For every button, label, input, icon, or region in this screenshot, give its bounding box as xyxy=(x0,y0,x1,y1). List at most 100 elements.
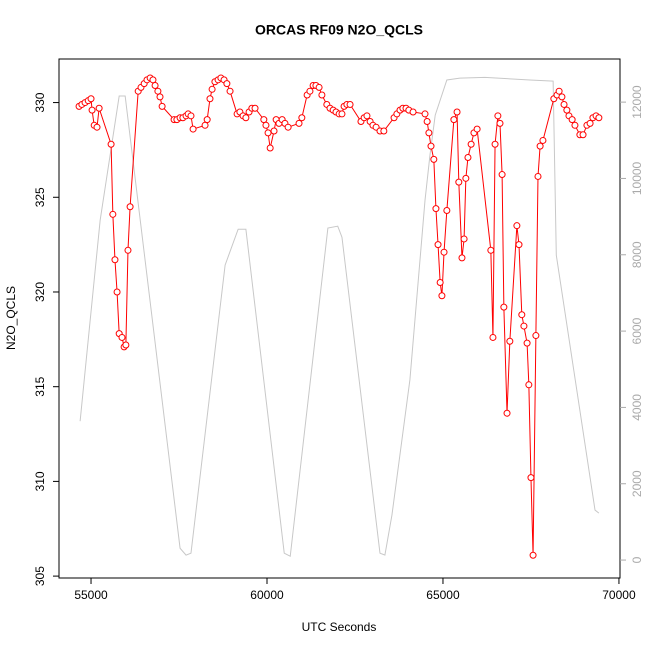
data-point xyxy=(111,256,119,264)
data-point xyxy=(568,116,576,124)
data-point xyxy=(306,87,314,95)
data-point xyxy=(318,91,326,99)
data-point xyxy=(223,80,231,88)
data-point xyxy=(536,142,544,150)
data-point xyxy=(284,123,292,131)
data-point xyxy=(450,116,458,124)
data-point xyxy=(532,332,540,340)
data-point xyxy=(453,108,461,116)
y2-tick-label: 8000 xyxy=(630,241,644,268)
y2-tick-label: 10000 xyxy=(630,161,644,195)
data-point xyxy=(443,207,451,215)
data-point xyxy=(242,114,250,122)
x-tick-label: 60000 xyxy=(250,588,284,602)
data-point xyxy=(491,140,499,148)
data-point xyxy=(487,246,495,254)
data-point xyxy=(380,127,388,135)
data-point xyxy=(203,116,211,124)
data-line xyxy=(79,76,600,558)
data-point xyxy=(432,205,440,213)
data-point xyxy=(467,140,475,148)
data-point xyxy=(560,100,568,108)
chart-title: ORCAS RF09 N2O_QCLS xyxy=(255,22,423,38)
data-point xyxy=(113,288,121,296)
data-point xyxy=(460,235,468,243)
plot-box xyxy=(58,58,621,579)
data-point xyxy=(201,121,209,129)
data-point xyxy=(558,93,566,101)
data-point xyxy=(539,136,547,144)
y-axis-label: N2O_QCLS xyxy=(4,286,18,350)
data-point xyxy=(462,174,470,182)
x-tick-label: 65000 xyxy=(426,588,460,602)
data-point xyxy=(270,127,278,135)
data-point xyxy=(109,210,117,218)
data-point xyxy=(226,87,234,95)
data-point xyxy=(88,106,96,114)
data-point xyxy=(434,241,442,249)
data-point xyxy=(149,76,157,84)
data-point xyxy=(423,118,431,126)
data-point xyxy=(156,93,164,101)
data-point xyxy=(95,104,103,112)
data-point xyxy=(515,241,523,249)
data-point xyxy=(494,112,502,120)
y-tick-label: 320 xyxy=(33,282,47,302)
data-point xyxy=(264,129,272,137)
data-point xyxy=(338,110,346,118)
data-point xyxy=(586,119,594,127)
y-tick-label: 330 xyxy=(33,92,47,112)
data-point xyxy=(498,171,506,179)
data-point xyxy=(525,381,533,389)
data-point xyxy=(503,409,511,417)
data-point xyxy=(534,172,542,180)
data-point xyxy=(496,119,504,127)
data-point xyxy=(118,333,126,341)
data-point xyxy=(346,100,354,108)
data-point xyxy=(571,121,579,129)
data-point xyxy=(555,87,563,95)
data-point xyxy=(427,142,435,150)
data-point xyxy=(260,116,268,124)
y2-tick-label: 4000 xyxy=(630,394,644,421)
y2-tick-label: 2000 xyxy=(630,470,644,497)
data-point xyxy=(409,108,417,116)
data-point xyxy=(266,144,274,152)
data-point xyxy=(489,333,497,341)
data-point xyxy=(579,131,587,139)
data-point xyxy=(529,551,537,559)
data-point xyxy=(430,155,438,163)
data-point xyxy=(295,119,303,127)
data-point xyxy=(122,341,130,349)
data-point xyxy=(527,474,535,482)
data-point xyxy=(458,254,466,262)
data-point xyxy=(473,125,481,133)
x-tick-label: 70000 xyxy=(602,588,636,602)
data-point xyxy=(436,279,444,287)
data-point xyxy=(438,292,446,300)
data-point xyxy=(87,95,95,103)
data-point xyxy=(500,303,508,311)
data-point xyxy=(251,104,259,112)
data-point xyxy=(595,114,603,122)
data-point xyxy=(107,140,115,148)
data-point xyxy=(513,222,521,230)
data-point xyxy=(206,95,214,103)
data-point xyxy=(126,203,134,211)
data-point xyxy=(298,114,306,122)
y-tick-label: 315 xyxy=(33,376,47,396)
y2-tick-label: 6000 xyxy=(630,317,644,344)
y-tick-label: 325 xyxy=(33,187,47,207)
data-point xyxy=(187,112,195,120)
x-axis-label: UTC Seconds xyxy=(302,620,377,634)
data-point xyxy=(518,311,526,319)
data-point xyxy=(455,178,463,186)
x-tick-label: 55000 xyxy=(74,588,108,602)
data-point xyxy=(440,248,448,256)
data-point xyxy=(506,337,514,345)
data-point xyxy=(425,129,433,137)
y2-tick-label: 12000 xyxy=(630,85,644,119)
data-point xyxy=(520,322,528,330)
